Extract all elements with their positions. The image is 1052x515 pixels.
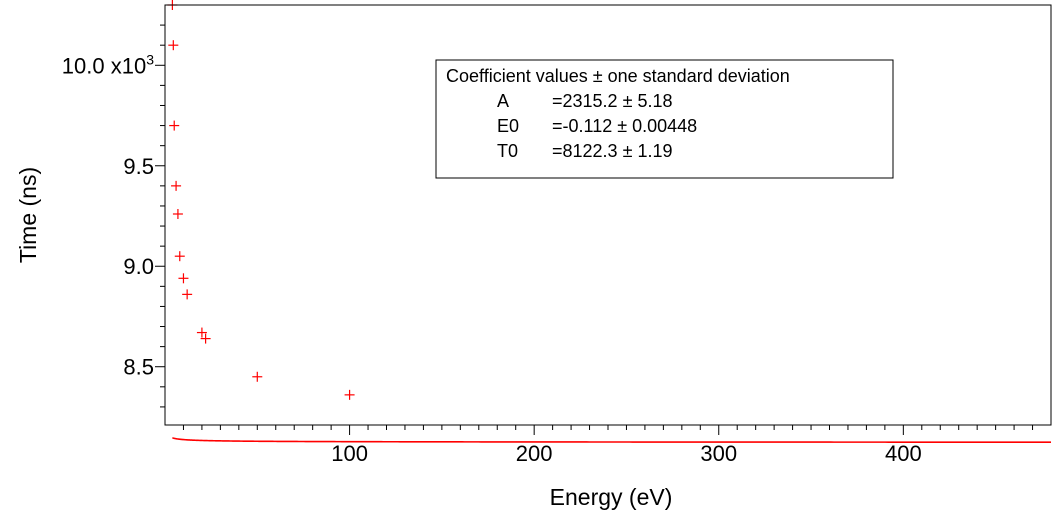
data-point	[172, 208, 183, 219]
x-tick-label: 400	[885, 441, 922, 466]
data-point	[171, 180, 182, 191]
y-tick-exponent: 3	[146, 51, 154, 67]
x-tick-label: 100	[331, 441, 368, 466]
legend-row-value: =-0.112 ± 0.00448	[552, 116, 697, 136]
x-axis: 100 200 300 400	[182, 425, 1034, 466]
x-axis-title: Energy (eV)	[550, 484, 673, 510]
legend-row-value: =2315.2 ± 5.18	[552, 91, 672, 111]
fit-curve	[172, 437, 1051, 443]
y-tick-label: 9.5	[123, 154, 154, 179]
data-point	[178, 273, 189, 284]
data-point	[168, 40, 179, 51]
data-point	[169, 120, 180, 131]
legend-row-name: A	[497, 91, 509, 111]
y-axis: 8.5 9.0 9.5 10.0 x103	[62, 24, 165, 408]
legend-box: Coefficient values ± one standard deviat…	[435, 59, 894, 179]
legend-row-name: T0	[497, 141, 518, 161]
data-point	[344, 389, 355, 400]
legend-title: Coefficient values ± one standard deviat…	[446, 66, 790, 86]
y-axis-title: Time (ns)	[15, 167, 41, 263]
chart-marks	[167, 0, 1051, 443]
y-tick-label: 8.5	[123, 355, 154, 380]
x-tick-label: 200	[516, 441, 553, 466]
data-point	[196, 327, 207, 338]
legend-row-name: E0	[497, 116, 519, 136]
data-point	[252, 371, 263, 382]
legend-row-value: =8122.3 ± 1.19	[552, 141, 672, 161]
data-point	[182, 289, 193, 300]
y-tick-label: 9.0	[123, 254, 154, 279]
data-point	[174, 251, 185, 262]
x-tick-label: 300	[700, 441, 737, 466]
legend-frame	[435, 59, 894, 179]
data-point	[200, 333, 211, 344]
y-tick-label: 10.0 x103	[62, 51, 154, 78]
